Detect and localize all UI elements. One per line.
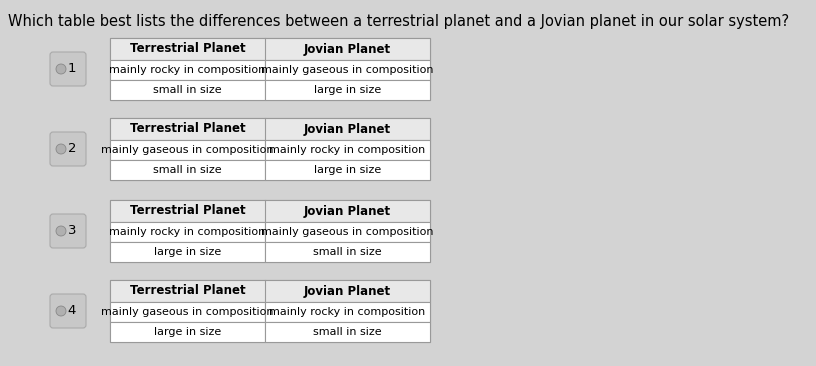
Text: mainly gaseous in composition: mainly gaseous in composition xyxy=(101,307,273,317)
Text: mainly gaseous in composition: mainly gaseous in composition xyxy=(261,227,434,237)
Bar xyxy=(110,38,430,100)
Text: large in size: large in size xyxy=(154,327,221,337)
Text: small in size: small in size xyxy=(153,85,222,95)
Bar xyxy=(265,302,430,322)
Text: Jovian Planet: Jovian Planet xyxy=(304,42,391,56)
Text: mainly rocky in composition: mainly rocky in composition xyxy=(269,307,426,317)
Bar xyxy=(265,60,430,80)
Text: mainly rocky in composition: mainly rocky in composition xyxy=(269,145,426,155)
Bar xyxy=(110,200,430,222)
Text: Jovian Planet: Jovian Planet xyxy=(304,284,391,298)
Bar xyxy=(265,80,430,100)
Bar xyxy=(110,160,265,180)
Text: Terrestrial Planet: Terrestrial Planet xyxy=(130,123,246,135)
Circle shape xyxy=(56,64,66,74)
Text: mainly rocky in composition: mainly rocky in composition xyxy=(109,227,266,237)
Text: Terrestrial Planet: Terrestrial Planet xyxy=(130,205,246,217)
Text: mainly gaseous in composition: mainly gaseous in composition xyxy=(261,65,434,75)
Bar xyxy=(110,118,430,140)
Text: 2: 2 xyxy=(68,142,76,156)
Bar xyxy=(110,60,265,80)
Text: Terrestrial Planet: Terrestrial Planet xyxy=(130,42,246,56)
Text: mainly rocky in composition: mainly rocky in composition xyxy=(109,65,266,75)
FancyBboxPatch shape xyxy=(50,132,86,166)
Text: small in size: small in size xyxy=(153,165,222,175)
Bar xyxy=(110,200,430,262)
Bar xyxy=(265,160,430,180)
Circle shape xyxy=(56,144,66,154)
Text: small in size: small in size xyxy=(313,247,382,257)
Circle shape xyxy=(56,306,66,316)
Text: large in size: large in size xyxy=(314,165,381,175)
Text: Jovian Planet: Jovian Planet xyxy=(304,205,391,217)
Bar xyxy=(110,118,430,180)
Text: large in size: large in size xyxy=(154,247,221,257)
Bar xyxy=(110,322,265,342)
Bar xyxy=(265,222,430,242)
FancyBboxPatch shape xyxy=(50,294,86,328)
Text: large in size: large in size xyxy=(314,85,381,95)
Text: Terrestrial Planet: Terrestrial Planet xyxy=(130,284,246,298)
Bar xyxy=(265,242,430,262)
Text: small in size: small in size xyxy=(313,327,382,337)
Bar xyxy=(110,222,265,242)
Bar xyxy=(110,140,265,160)
Bar xyxy=(110,80,265,100)
Text: 3: 3 xyxy=(68,224,76,238)
FancyBboxPatch shape xyxy=(50,214,86,248)
Text: Jovian Planet: Jovian Planet xyxy=(304,123,391,135)
Bar xyxy=(110,242,265,262)
Text: Which table best lists the differences between a terrestrial planet and a Jovian: Which table best lists the differences b… xyxy=(8,14,789,29)
Bar xyxy=(265,322,430,342)
FancyBboxPatch shape xyxy=(50,52,86,86)
Text: 1: 1 xyxy=(68,63,76,75)
Bar xyxy=(110,38,430,60)
Bar xyxy=(110,302,265,322)
Bar xyxy=(110,280,430,302)
Circle shape xyxy=(56,226,66,236)
Text: mainly gaseous in composition: mainly gaseous in composition xyxy=(101,145,273,155)
Bar xyxy=(110,280,430,342)
Bar xyxy=(265,140,430,160)
Text: 4: 4 xyxy=(68,305,76,317)
